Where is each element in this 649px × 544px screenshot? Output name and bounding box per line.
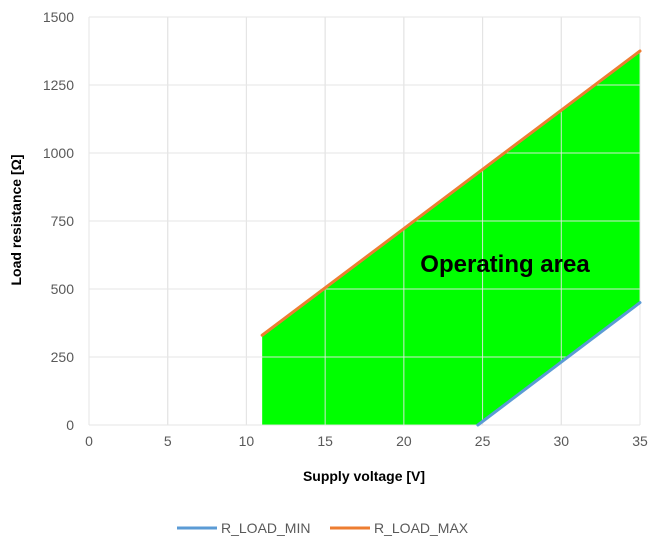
- operating-area-label: Operating area: [420, 251, 590, 278]
- y-tick-labels: 0 250 500 750 1000 1250 1500: [43, 9, 74, 433]
- y-tick-label: 1250: [43, 77, 74, 93]
- operating-area-fill: [262, 51, 640, 425]
- y-tick-label: 750: [51, 213, 75, 229]
- y-axis-label: Load resistance [Ω]: [8, 154, 24, 285]
- y-tick-label: 0: [66, 417, 74, 433]
- x-tick-label: 25: [475, 433, 491, 449]
- y-tick-label: 1000: [43, 145, 74, 161]
- x-axis-label: Supply voltage [V]: [303, 468, 425, 484]
- x-tick-label: 15: [317, 433, 333, 449]
- legend-label: R_LOAD_MAX: [374, 520, 469, 536]
- x-tick-label: 20: [396, 433, 412, 449]
- operating-area-layer: [88, 16, 641, 426]
- y-tick-label: 500: [51, 281, 75, 297]
- x-tick-labels: 0 5 10 15 20 25 30 35: [85, 433, 648, 449]
- y-tick-label: 1500: [43, 9, 74, 25]
- series-layer: [260, 49, 642, 427]
- x-tick-label: 30: [553, 433, 569, 449]
- x-tick-label: 5: [164, 433, 172, 449]
- legend-label: R_LOAD_MIN: [221, 520, 310, 536]
- x-tick-label: 0: [85, 433, 93, 449]
- y-tick-label: 250: [51, 349, 75, 365]
- series-line-r-load-min: [476, 301, 642, 427]
- series-line-r-load-max: [260, 49, 642, 337]
- x-tick-label: 35: [632, 433, 648, 449]
- x-tick-label: 10: [239, 433, 255, 449]
- legend: R_LOAD_MIN R_LOAD_MAX: [177, 520, 469, 536]
